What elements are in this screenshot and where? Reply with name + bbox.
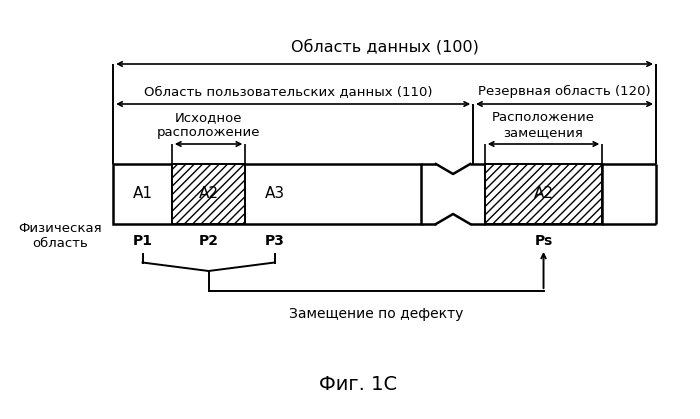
Text: Расположение
замещения: Расположение замещения — [492, 111, 595, 139]
Text: Область пользовательских данных (110): Область пользовательских данных (110) — [144, 85, 433, 98]
Bar — [172, 164, 245, 224]
Text: Резервная область (120): Резервная область (120) — [478, 85, 651, 98]
Text: Замещение по дефекту: Замещение по дефекту — [289, 307, 463, 321]
Text: Ps: Ps — [534, 234, 553, 248]
Text: A2: A2 — [533, 186, 554, 202]
Text: P3: P3 — [265, 234, 284, 248]
Bar — [172, 164, 245, 224]
Bar — [485, 164, 602, 224]
Bar — [113, 164, 421, 224]
Text: A2: A2 — [199, 186, 218, 202]
Text: Фиг. 1С: Фиг. 1С — [318, 375, 397, 393]
Text: Область данных (100): Область данных (100) — [290, 39, 479, 55]
Text: Исходное
расположение: Исходное расположение — [157, 111, 260, 139]
Bar — [485, 164, 602, 224]
Text: A1: A1 — [132, 186, 153, 202]
Bar — [485, 164, 602, 224]
Text: A3: A3 — [265, 186, 285, 202]
Text: Физическая
область: Физическая область — [18, 222, 102, 250]
Text: P1: P1 — [132, 234, 153, 248]
Text: P2: P2 — [199, 234, 218, 248]
